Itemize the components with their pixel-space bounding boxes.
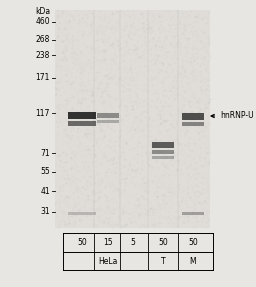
Bar: [152, 150, 174, 154]
Text: 50: 50: [158, 238, 168, 247]
Text: 15: 15: [103, 238, 113, 247]
Text: 31: 31: [40, 208, 50, 216]
Text: kDa: kDa: [35, 7, 50, 16]
Text: hnRNP-U: hnRNP-U: [211, 112, 254, 121]
Text: 55: 55: [40, 168, 50, 177]
Bar: [55, 10, 210, 228]
Text: 117: 117: [36, 108, 50, 117]
Text: 171: 171: [36, 73, 50, 82]
Bar: [182, 122, 204, 126]
Bar: [182, 212, 204, 215]
Text: 5: 5: [131, 238, 135, 247]
Text: 50: 50: [77, 238, 87, 247]
Text: 50: 50: [188, 238, 198, 247]
Text: M: M: [190, 257, 196, 265]
Text: 41: 41: [40, 187, 50, 195]
Text: 238: 238: [36, 51, 50, 59]
Bar: [152, 142, 174, 148]
Bar: [182, 113, 204, 120]
Bar: [97, 120, 119, 123]
Bar: [68, 212, 96, 215]
Text: 71: 71: [40, 148, 50, 158]
Text: 268: 268: [36, 36, 50, 44]
Bar: [97, 113, 119, 118]
Bar: [68, 121, 96, 126]
Bar: [68, 112, 96, 119]
Text: T: T: [161, 257, 165, 265]
Text: 460: 460: [35, 18, 50, 26]
Text: HeLa: HeLa: [98, 257, 118, 265]
Bar: [152, 156, 174, 159]
